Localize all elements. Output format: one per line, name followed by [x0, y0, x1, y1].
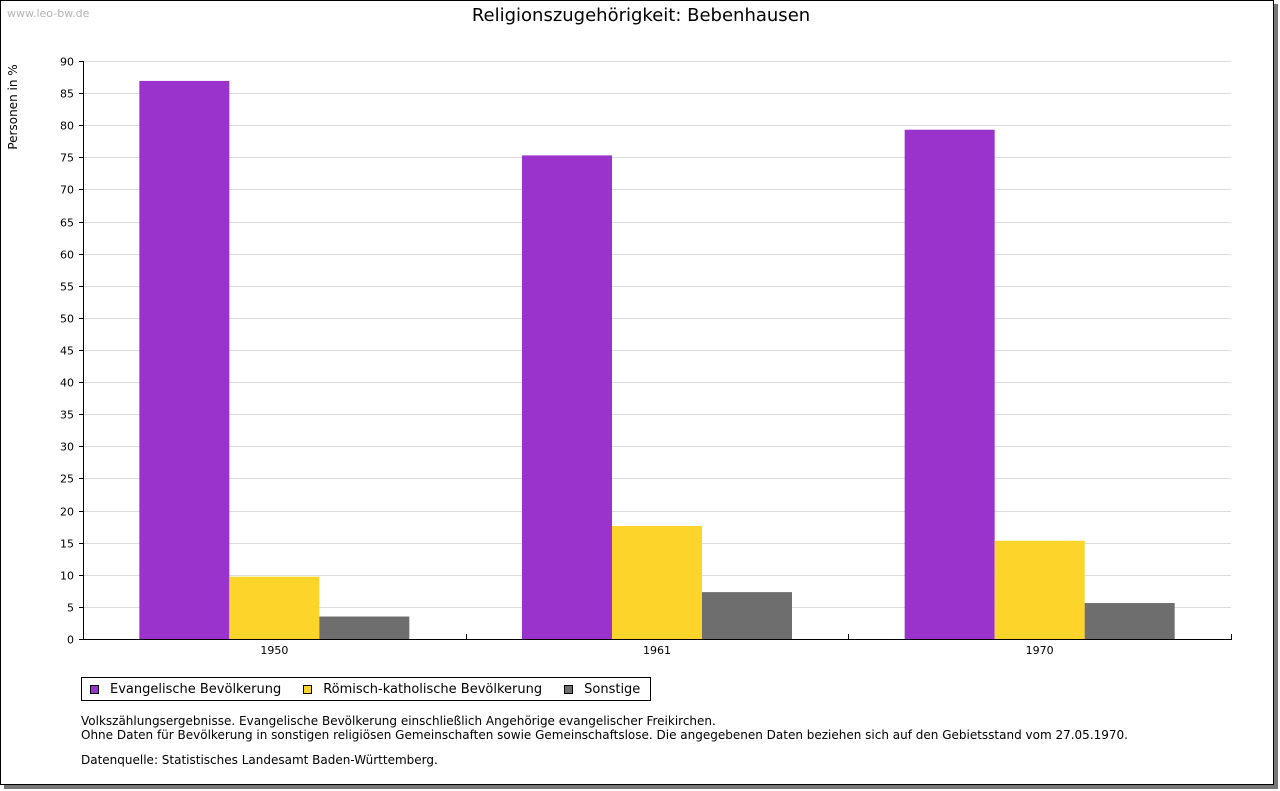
legend-swatch: [90, 684, 99, 694]
y-tick-label: 70: [60, 184, 74, 197]
bar-1950-1: [139, 80, 230, 640]
watermark: www.leo-bw.de: [7, 7, 90, 20]
bar-1970-1: [904, 129, 995, 639]
data-source: Datenquelle: Statistisches Landesamt Bad…: [81, 753, 438, 767]
bar-1950-3: [319, 616, 410, 639]
y-tick-label: 90: [60, 56, 74, 69]
bar-1970-2: [994, 540, 1085, 639]
chart-title: Religionszugehörigkeit: Bebenhausen: [472, 5, 810, 26]
note-line: Volkszählungsergebnisse. Evangelische Be…: [81, 714, 716, 728]
y-tick-label: 0: [67, 634, 74, 647]
bar-1961-1: [522, 155, 612, 639]
gridlines: [83, 61, 1231, 608]
y-tick-label: 35: [60, 409, 74, 422]
y-tick-label: 85: [60, 88, 74, 101]
y-tick-label: 30: [60, 441, 74, 454]
y-tick-label: 65: [60, 217, 74, 230]
legend-swatch: [303, 684, 313, 694]
y-tick-label: 60: [60, 249, 74, 262]
chart-notes: Volkszählungsergebnisse. Evangelische Be…: [81, 714, 1128, 742]
x-tick-label: 1961: [643, 644, 671, 657]
y-tick-label: 40: [60, 377, 74, 390]
y-tick-label: 80: [60, 120, 74, 133]
x-axis-ticks: 1950 1961 1970: [260, 634, 1232, 657]
bar-1970-3: [1084, 603, 1175, 639]
y-tick-label: 55: [60, 281, 74, 294]
y-tick-label: 25: [60, 473, 74, 486]
y-tick-label: 45: [60, 345, 74, 358]
bar-1961-2: [612, 525, 702, 639]
y-tick-label: 20: [60, 506, 74, 519]
y-tick-label: 10: [60, 570, 74, 583]
legend-item-katholisch: Römisch-katholische Bevölkerung: [303, 682, 542, 697]
legend-swatch: [564, 684, 574, 694]
note-line: Ohne Daten für Bevölkerung in sonstigen …: [81, 728, 1128, 742]
legend-item-evangelisch: Evangelische Bevölkerung: [90, 682, 281, 697]
y-tick-label: 5: [67, 602, 74, 615]
legend-item-sonstige: Sonstige: [564, 682, 640, 697]
y-axis-label: Personen in %: [6, 64, 20, 149]
bars: [139, 80, 1175, 640]
x-tick-label: 1970: [1026, 644, 1054, 657]
y-axis-ticks: 0 5 10 15 20 25 30 35 40 45 50 55 60 65 70 75 80 85 90: [60, 56, 83, 647]
legend-label: Römisch-katholische Bevölkerung: [323, 681, 543, 697]
x-tick-label: 1950: [260, 644, 288, 657]
y-tick-label: 50: [60, 313, 74, 326]
axes: [83, 61, 1232, 640]
legend-label: Evangelische Bevölkerung: [110, 681, 282, 697]
bar-1961-3: [702, 592, 792, 639]
legend-label: Sonstige: [584, 681, 641, 697]
y-tick-label: 15: [60, 538, 74, 551]
legend: Evangelische Bevölkerung Römisch-katholi…: [81, 677, 652, 701]
bar-1950-2: [229, 576, 320, 639]
y-tick-label: 75: [60, 152, 74, 165]
